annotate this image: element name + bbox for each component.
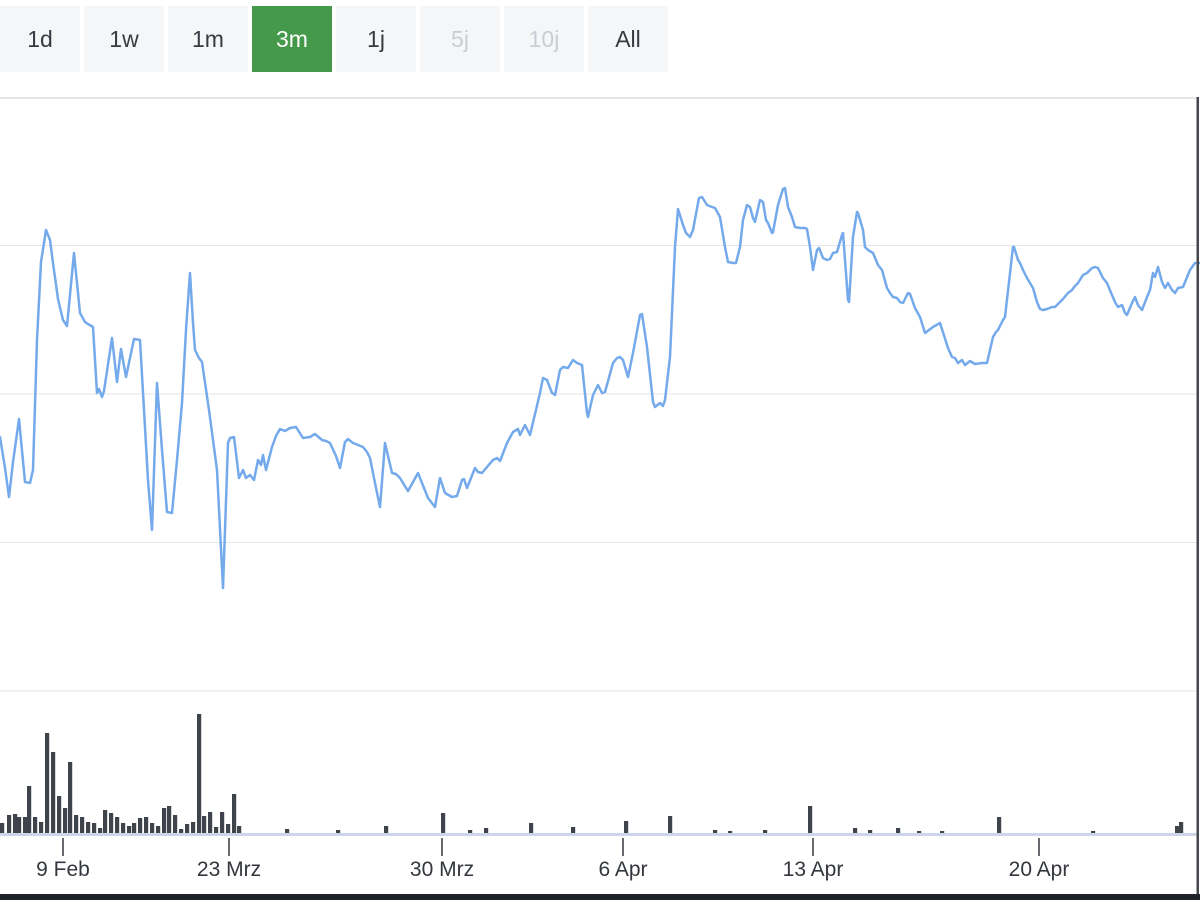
volume-bar xyxy=(121,823,126,833)
range-button-label: 10j xyxy=(528,25,560,52)
volume-bar xyxy=(80,817,85,833)
volume-bar xyxy=(529,823,534,833)
range-button-1w[interactable]: 1w xyxy=(84,6,164,72)
volume-bar xyxy=(92,823,97,833)
volume-bar xyxy=(162,808,167,833)
range-button-label: 1d xyxy=(27,25,53,52)
volume-bar xyxy=(1175,826,1180,833)
volume-bar xyxy=(571,827,576,833)
volume-bar xyxy=(109,813,114,833)
volume-bar xyxy=(763,830,768,833)
range-button-label: All xyxy=(615,25,641,52)
volume-bar xyxy=(868,830,873,833)
range-button-label: 3m xyxy=(276,25,308,52)
volume-bar xyxy=(896,828,901,833)
range-button-all[interactable]: All xyxy=(588,6,668,72)
range-button-1d[interactable]: 1d xyxy=(0,6,80,72)
volume-bar xyxy=(468,830,473,833)
volume-bar xyxy=(441,813,446,833)
volume-bar xyxy=(713,830,718,833)
x-tick-label: 23 Mrz xyxy=(197,858,261,881)
bottom-divider-bar xyxy=(0,894,1200,900)
volume-bar xyxy=(98,828,103,833)
volume-bar xyxy=(336,830,341,833)
volume-bar xyxy=(208,812,213,833)
volume-bar xyxy=(384,826,389,833)
time-range-toolbar: 1d 1w 1m 3m 1j 5j 10j All xyxy=(0,6,1200,72)
x-tick-label: 6 Apr xyxy=(598,858,647,881)
range-button-label: 1w xyxy=(109,25,139,52)
volume-bar xyxy=(808,806,813,833)
volume-bar xyxy=(237,826,242,833)
volume-bar xyxy=(202,816,207,833)
volume-bar xyxy=(214,827,219,833)
volume-bar xyxy=(197,714,202,833)
volume-bar xyxy=(17,817,22,833)
volume-bar xyxy=(167,806,172,833)
volume-bar xyxy=(51,752,56,833)
range-button-label: 5j xyxy=(451,25,469,52)
x-axis-line xyxy=(0,833,1197,836)
range-button-1m[interactable]: 1m xyxy=(168,6,248,72)
volume-bar xyxy=(285,829,290,833)
volume-bar xyxy=(74,815,79,833)
volume-bar xyxy=(668,816,673,833)
volume-bar xyxy=(1091,831,1096,833)
volume-bar xyxy=(86,822,91,833)
volume-bar xyxy=(853,828,858,833)
volume-bar xyxy=(179,829,184,833)
volume-bar xyxy=(45,733,50,833)
volume-bar xyxy=(150,823,155,833)
x-tick-label: 13 Apr xyxy=(783,858,844,881)
volume-bar xyxy=(132,823,137,833)
volume-bar xyxy=(226,824,231,833)
x-tick-label: 30 Mrz xyxy=(410,858,474,881)
volume-bar xyxy=(7,815,12,833)
volume-bar xyxy=(940,831,945,833)
volume-bar xyxy=(997,817,1002,833)
range-button-10j: 10j xyxy=(504,6,584,72)
volume-bar xyxy=(138,818,143,833)
volume-bar xyxy=(917,831,922,833)
volume-bar xyxy=(484,828,489,833)
chart-right-border xyxy=(1196,97,1199,899)
volume-bar xyxy=(1179,822,1184,833)
volume-bar xyxy=(33,817,38,833)
range-button-3m[interactable]: 3m xyxy=(252,6,332,72)
range-button-5j: 5j xyxy=(420,6,500,72)
volume-bar xyxy=(232,794,237,833)
volume-bar xyxy=(173,815,178,833)
volume-bar xyxy=(728,831,733,833)
volume-bar xyxy=(185,824,190,833)
range-button-1j[interactable]: 1j xyxy=(336,6,416,72)
volume-bar xyxy=(23,817,28,833)
x-tick-label: 20 Apr xyxy=(1009,858,1070,881)
range-button-label: 1j xyxy=(367,25,385,52)
volume-bar xyxy=(13,814,18,833)
volume-bar xyxy=(191,822,196,833)
volume-bar xyxy=(156,826,161,833)
volume-bar xyxy=(63,808,68,833)
volume-bar xyxy=(57,796,62,833)
volume-bar xyxy=(624,821,629,833)
x-tick-label: 9 Feb xyxy=(36,858,90,881)
volume-bar xyxy=(127,826,132,833)
volume-bar xyxy=(39,822,44,833)
volume-bar xyxy=(115,817,120,833)
volume-bar xyxy=(27,786,32,833)
volume-bar xyxy=(0,823,5,833)
volume-bar xyxy=(103,810,108,833)
range-button-label: 1m xyxy=(192,25,224,52)
volume-bar xyxy=(68,762,73,833)
volume-bar xyxy=(144,817,149,833)
price-line xyxy=(0,186,1200,590)
volume-bar xyxy=(220,812,225,833)
